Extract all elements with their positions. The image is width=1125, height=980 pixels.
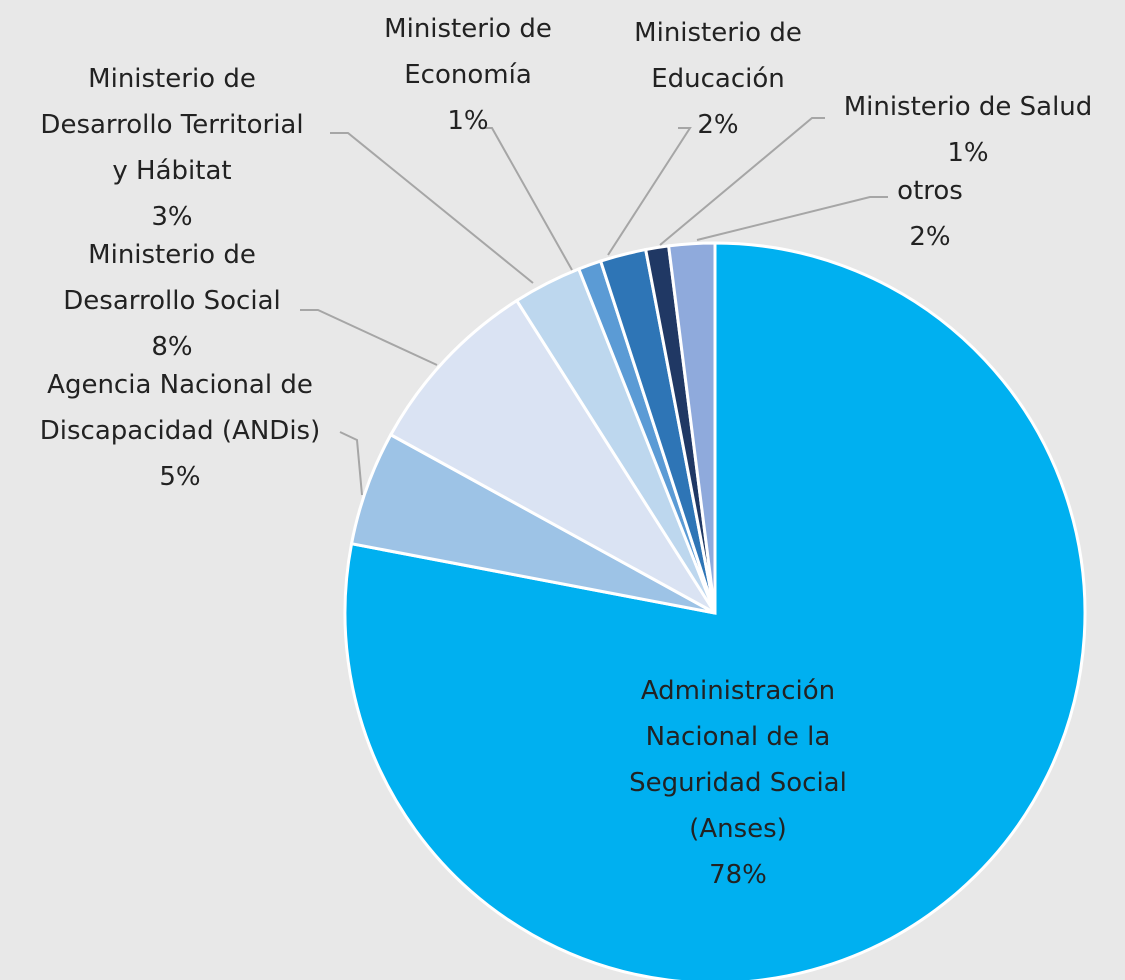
pie-slice — [343, 241, 1087, 980]
value-label: 1% — [447, 106, 489, 136]
category-name: Agencia Nacional de Discapacidad (ANDis) — [39, 370, 321, 446]
slice-label: Ministerio de Desarrollo Social 8% — [63, 232, 280, 370]
value-label: 1% — [947, 138, 989, 168]
pie-slice — [666, 241, 717, 614]
leader-line — [339, 431, 363, 496]
leader-line — [330, 132, 534, 284]
value-label: 78% — [709, 860, 767, 890]
slice-label: otros 2% — [897, 168, 963, 260]
slice-label: Ministerio de Desarrollo Territorial y H… — [40, 56, 303, 240]
leader-lines — [300, 117, 888, 496]
category-name: Ministerio de Salud — [843, 92, 1093, 122]
value-label: 2% — [909, 222, 951, 252]
slice-label: Ministerio de Salud 1% — [844, 84, 1093, 176]
value-label: 8% — [151, 332, 193, 362]
slice-label: Agencia Nacional de Discapacidad (ANDis)… — [40, 362, 321, 500]
category-name: Administración Nacional de la Seguridad … — [629, 676, 847, 844]
category-name: Ministerio de Educación — [634, 18, 802, 94]
slices — [343, 241, 1087, 980]
slice-label: Ministerio de Educación 2% — [634, 10, 802, 148]
leader-line — [607, 127, 692, 256]
pie-slice — [388, 298, 717, 615]
category-name: Ministerio de Desarrollo Territorial y H… — [40, 64, 304, 186]
category-name: Ministerio de Economía — [384, 14, 552, 90]
category-name: otros — [897, 176, 963, 206]
value-label: 5% — [159, 462, 201, 492]
value-label: 3% — [151, 202, 193, 232]
value-label: 2% — [697, 110, 739, 140]
slice-label: Administración Nacional de la Seguridad … — [629, 668, 847, 898]
leader-line — [480, 127, 573, 271]
slice-label: Ministerio de Economía 1% — [384, 6, 552, 144]
leader-line — [659, 117, 825, 246]
leader-line — [696, 196, 888, 241]
leader-line — [300, 309, 438, 366]
category-name: Ministerio de Desarrollo Social — [63, 240, 281, 316]
